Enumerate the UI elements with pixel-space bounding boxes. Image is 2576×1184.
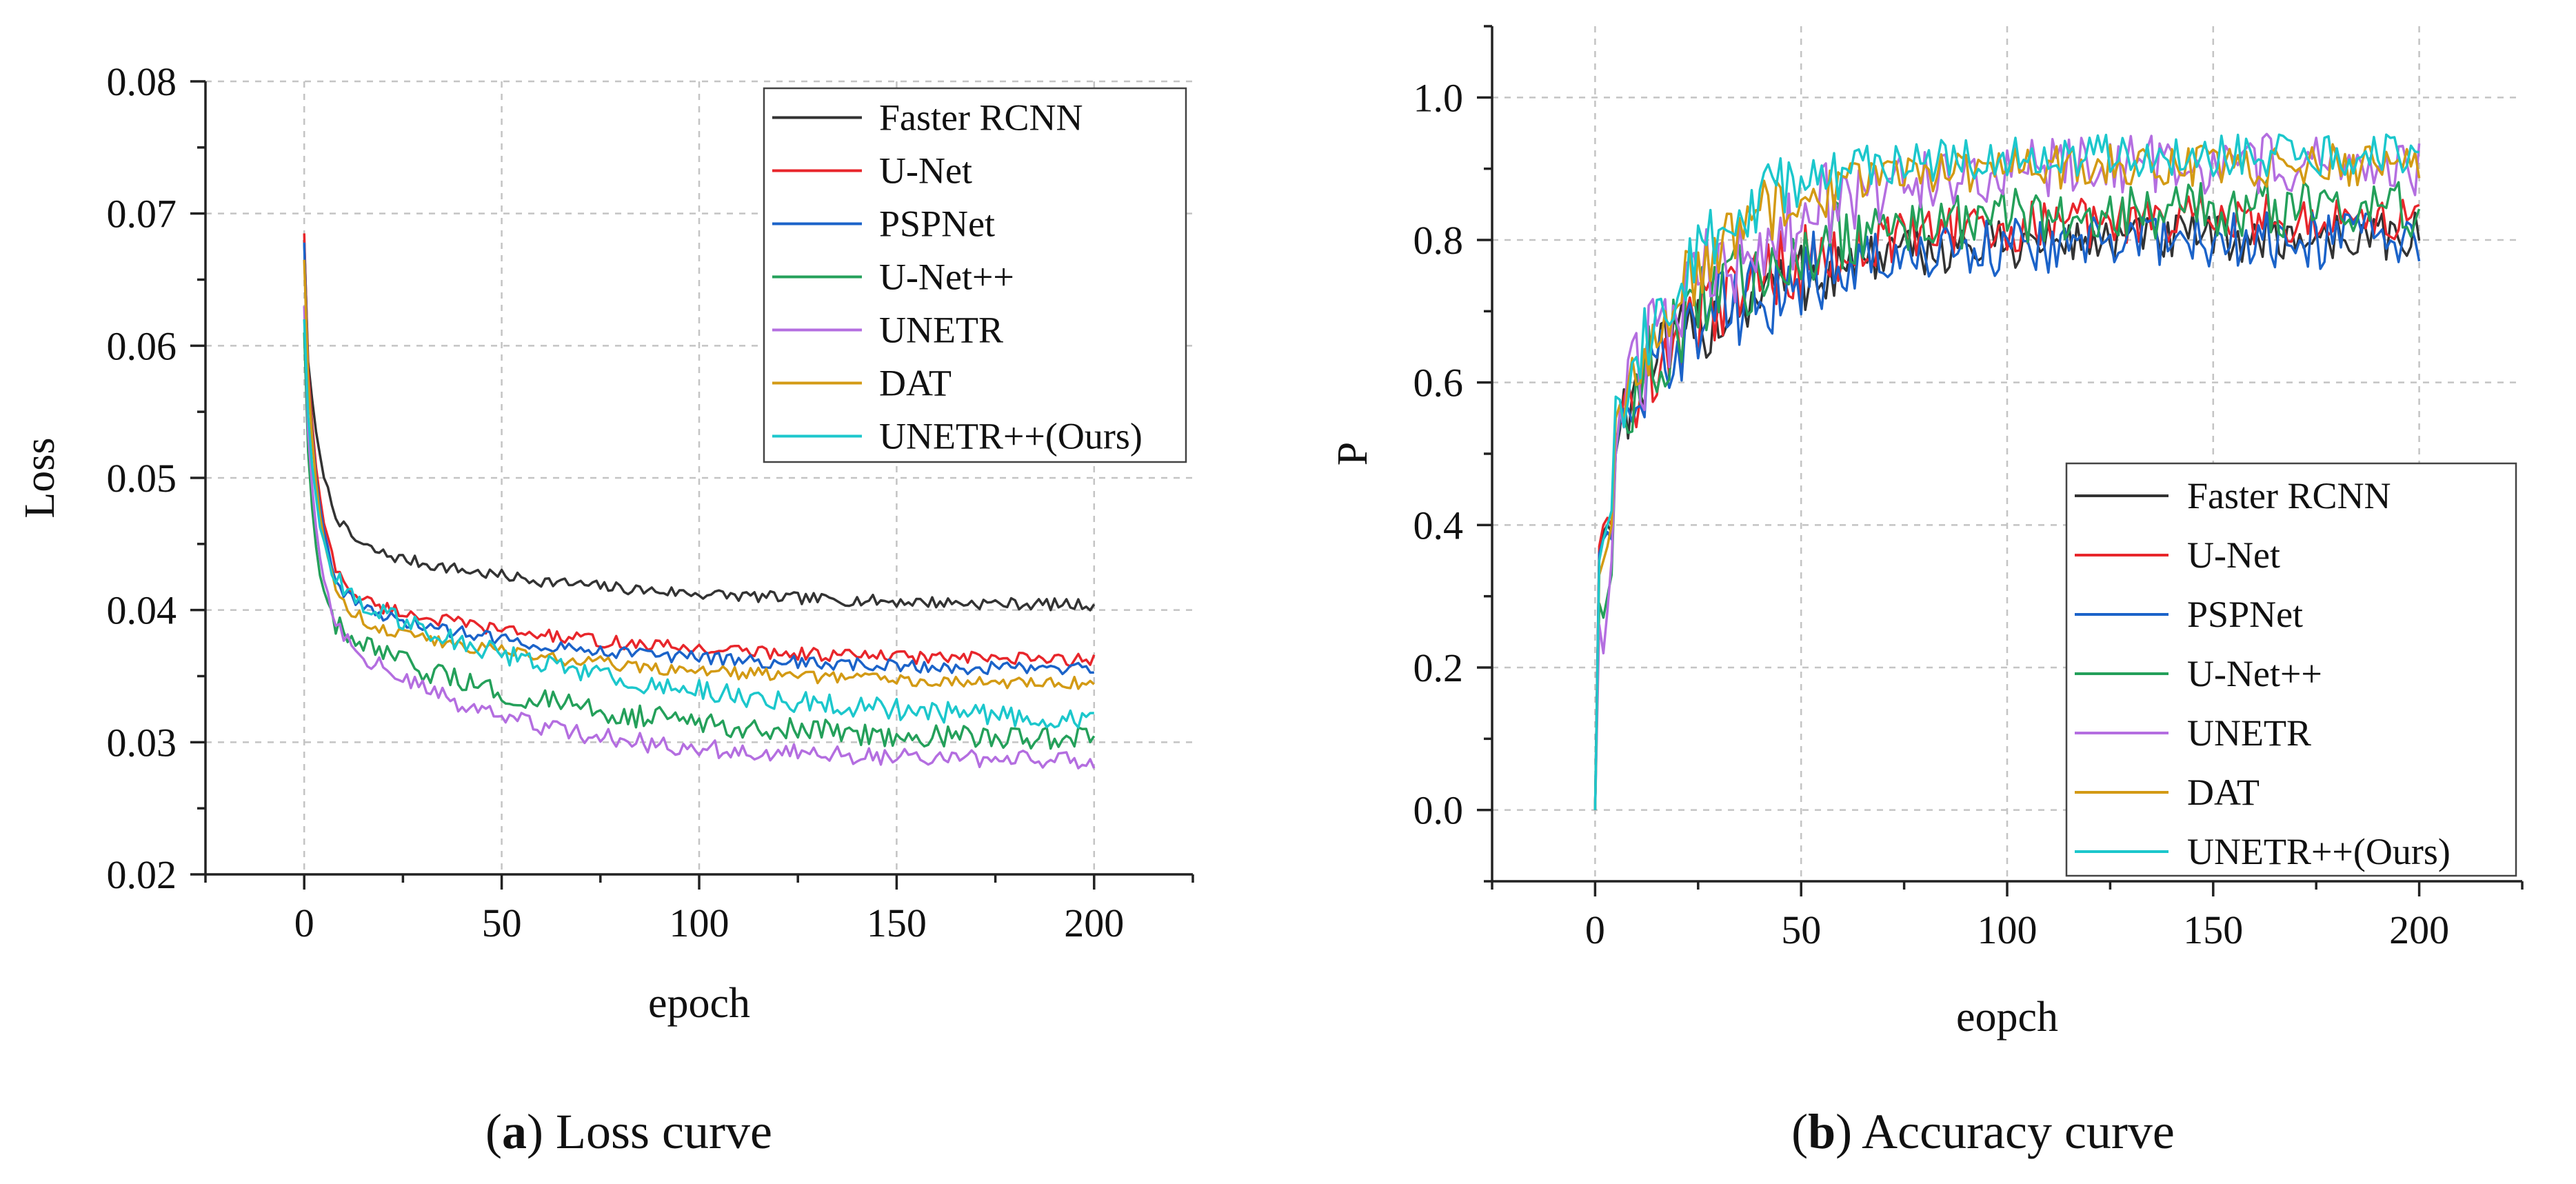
- x-tick-label: 50: [1781, 907, 1821, 952]
- legend-label: Faster RCNN: [2187, 475, 2391, 516]
- y-tick-label: 0.8: [1413, 218, 1464, 263]
- legend-label: UNETR++(Ours): [2187, 831, 2451, 872]
- legend: Faster RCNN U-Net PSPNet U-Net++ UNETR DAT UNE…: [2065, 462, 2517, 877]
- y-tick-label: 0.07: [107, 192, 177, 237]
- series-line-u-net-: [1593, 179, 2421, 810]
- x-tick-label: 100: [1978, 907, 2037, 952]
- x-axis-title: eopch: [1956, 994, 2058, 1041]
- legend-label: Faster RCNN: [879, 97, 1083, 139]
- y-tick-label: 0.02: [107, 852, 177, 897]
- series-line-dat: [303, 259, 1095, 690]
- series-line-u-net: [1593, 193, 2420, 810]
- series-line-unetr-ours-: [1593, 133, 2419, 810]
- caption-paren-close: ): [1835, 1104, 1862, 1159]
- legend-label: U-Net: [879, 150, 972, 192]
- legend-label: U-Net: [2187, 534, 2280, 576]
- y-axis-title: Loss: [17, 437, 63, 518]
- series-line-pspnet: [1593, 211, 2421, 810]
- y-tick-label: 0.05: [107, 456, 177, 501]
- caption-letter: a: [502, 1104, 527, 1159]
- legend-label: PSPNet: [879, 203, 995, 245]
- y-tick-label: 0.2: [1413, 645, 1464, 690]
- legend-label: DAT: [879, 363, 952, 404]
- loss-chart: 0 50 100 150 200 0.02 0.03 0.04 0.05 0.06 0.07 0.08…: [17, 59, 1194, 1159]
- caption: (a) Loss curve: [485, 1104, 772, 1159]
- y-tick-label: 0.6: [1413, 361, 1464, 405]
- legend-box: [2065, 462, 2517, 877]
- x-tick-label: 0: [1585, 907, 1605, 952]
- x-tick-label: 50: [482, 901, 522, 945]
- caption-paren-open: (: [485, 1104, 502, 1159]
- legend-label: PSPNet: [2187, 594, 2303, 635]
- legend-label: UNETR: [2187, 712, 2311, 754]
- caption-paren-close: ): [527, 1104, 556, 1159]
- legend-box: [763, 87, 1187, 463]
- legend-label: UNETR: [879, 310, 1003, 351]
- y-tick-label: 0.06: [107, 323, 177, 368]
- legend-label: DAT: [2187, 772, 2260, 813]
- x-axis-title: epoch: [648, 980, 750, 1027]
- accuracy-chart: 0 50 100 150 200 0.0 0.2 0.4 0.6 0.8 1.0 eopch P Fast…: [1329, 25, 2524, 1159]
- series-line-unetr-ours-: [303, 319, 1094, 729]
- series-line-faster-rcnn: [303, 239, 1096, 612]
- series-line-u-net: [303, 233, 1096, 668]
- legend-label: UNETR++(Ours): [879, 416, 1143, 457]
- series-line-pspnet: [303, 242, 1094, 676]
- caption-paren-open: (: [1791, 1104, 1808, 1159]
- caption: (b) Accuracy curve: [1791, 1104, 2175, 1159]
- caption-letter: b: [1808, 1104, 1835, 1159]
- y-tick-label: 0.03: [107, 720, 177, 765]
- y-tick-label: 0.08: [107, 59, 177, 104]
- y-axis-title: P: [1329, 442, 1376, 465]
- y-tick-label: 0.0: [1413, 788, 1464, 833]
- series-line-unetr: [1593, 132, 2421, 810]
- x-tick-label: 200: [2389, 907, 2449, 952]
- legend: Faster RCNN U-Net PSPNet U-Net++ UNETR DAT UNE…: [763, 87, 1187, 463]
- series-line-unetr: [303, 305, 1096, 770]
- x-tick-label: 150: [867, 901, 927, 945]
- y-tick-label: 0.4: [1413, 503, 1464, 548]
- series-line-u-net-: [303, 332, 1096, 750]
- x-tick-label: 200: [1064, 901, 1124, 945]
- legend-label: U-Net++: [2187, 653, 2322, 694]
- caption-text: Accuracy curve: [1862, 1104, 2175, 1159]
- y-tick-label: 1.0: [1413, 75, 1464, 120]
- x-tick-label: 0: [294, 901, 314, 945]
- caption-text: Loss curve: [556, 1104, 772, 1159]
- x-tick-label: 150: [2183, 907, 2243, 952]
- legend-label: U-Net++: [879, 257, 1014, 298]
- y-tick-label: 0.04: [107, 588, 177, 633]
- x-tick-label: 100: [670, 901, 729, 945]
